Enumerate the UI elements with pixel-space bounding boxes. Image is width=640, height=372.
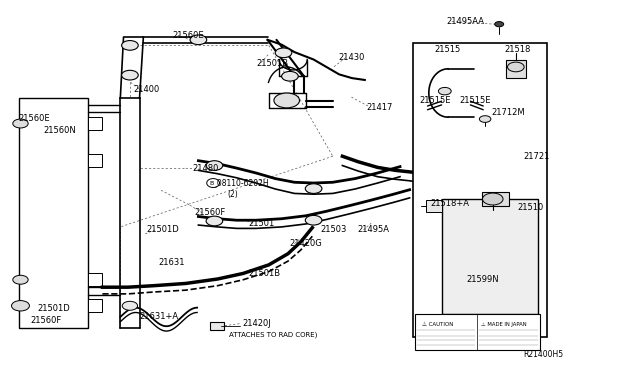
Bar bbox=[88, 299, 102, 312]
Text: ⚠ MADE IN JAPAN: ⚠ MADE IN JAPAN bbox=[481, 322, 527, 327]
Circle shape bbox=[122, 70, 138, 80]
Text: 21501: 21501 bbox=[248, 219, 275, 228]
Text: 21501D: 21501D bbox=[37, 304, 70, 312]
Circle shape bbox=[438, 87, 451, 95]
Text: 21515: 21515 bbox=[434, 45, 460, 54]
Text: 21721: 21721 bbox=[524, 153, 550, 161]
Circle shape bbox=[206, 161, 223, 170]
Bar bbox=[426, 200, 442, 212]
Text: ⚠ CAUTION: ⚠ CAUTION bbox=[422, 322, 454, 327]
Circle shape bbox=[274, 93, 300, 108]
Text: 21501B: 21501B bbox=[248, 269, 280, 278]
Text: 21495A: 21495A bbox=[357, 225, 389, 234]
Text: 21420J: 21420J bbox=[242, 319, 271, 328]
Text: 21420G: 21420G bbox=[289, 239, 322, 248]
Text: ¸08110-6202H: ¸08110-6202H bbox=[214, 179, 270, 187]
Text: ATTACHES TO RAD CORE): ATTACHES TO RAD CORE) bbox=[229, 331, 317, 338]
Bar bbox=[415, 314, 540, 350]
Text: 21515E: 21515E bbox=[419, 96, 451, 105]
Text: 21501D: 21501D bbox=[146, 225, 179, 234]
Text: B: B bbox=[209, 180, 213, 186]
Text: 21510: 21510 bbox=[517, 203, 543, 212]
Text: 21518: 21518 bbox=[504, 45, 531, 54]
Text: 21560E: 21560E bbox=[18, 114, 49, 123]
Bar bbox=[482, 192, 509, 206]
Circle shape bbox=[282, 71, 298, 81]
Circle shape bbox=[508, 62, 524, 72]
Text: 21495AA: 21495AA bbox=[447, 17, 484, 26]
Text: 21518+A: 21518+A bbox=[430, 199, 469, 208]
Text: 21599N: 21599N bbox=[466, 275, 499, 284]
Bar bbox=[88, 154, 102, 167]
Bar bbox=[442, 199, 538, 314]
Circle shape bbox=[122, 41, 138, 50]
Text: 21430: 21430 bbox=[338, 53, 364, 62]
Text: (2): (2) bbox=[227, 190, 238, 199]
Circle shape bbox=[13, 119, 28, 128]
Text: 21631+A: 21631+A bbox=[140, 312, 179, 321]
Text: 21400: 21400 bbox=[133, 85, 159, 94]
Circle shape bbox=[479, 116, 491, 122]
Bar bbox=[88, 273, 102, 286]
Bar bbox=[19, 98, 88, 328]
Text: 21560N: 21560N bbox=[44, 126, 76, 135]
Text: 21480: 21480 bbox=[192, 164, 218, 173]
Circle shape bbox=[305, 215, 322, 225]
Bar bbox=[506, 60, 526, 78]
Circle shape bbox=[206, 216, 223, 226]
Text: 21560E: 21560E bbox=[173, 31, 204, 40]
Text: 21560F: 21560F bbox=[194, 208, 225, 217]
Circle shape bbox=[483, 193, 503, 205]
Bar bbox=[210, 322, 224, 330]
Bar bbox=[88, 117, 102, 130]
Circle shape bbox=[275, 48, 292, 58]
Circle shape bbox=[12, 301, 29, 311]
Bar bbox=[413, 43, 547, 337]
Text: 21631: 21631 bbox=[159, 258, 185, 267]
Circle shape bbox=[495, 22, 504, 27]
Text: 21515E: 21515E bbox=[460, 96, 491, 105]
Circle shape bbox=[190, 35, 207, 45]
Text: 21417: 21417 bbox=[366, 103, 392, 112]
Text: R21400H5: R21400H5 bbox=[524, 350, 564, 359]
Text: 21712M: 21712M bbox=[492, 108, 525, 117]
Text: 21503: 21503 bbox=[320, 225, 346, 234]
Circle shape bbox=[13, 275, 28, 284]
Circle shape bbox=[305, 184, 322, 193]
Circle shape bbox=[122, 301, 138, 310]
Text: 21560F: 21560F bbox=[31, 316, 62, 325]
Text: 21501B: 21501B bbox=[256, 59, 288, 68]
